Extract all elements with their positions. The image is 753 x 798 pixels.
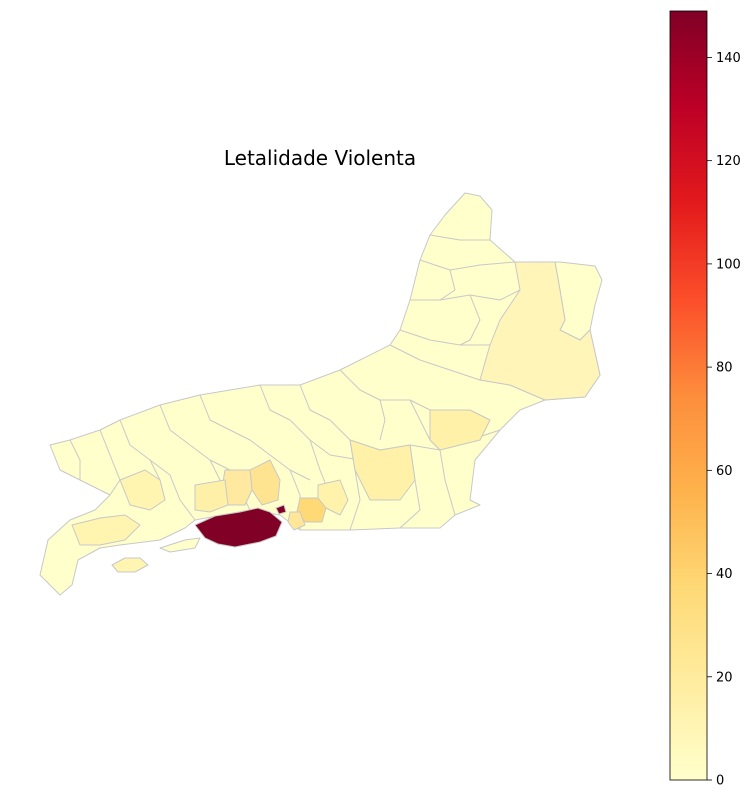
map-title: Letalidade Violenta bbox=[224, 146, 416, 170]
region-itaborai bbox=[317, 479, 349, 516]
region-niteroi bbox=[287, 511, 306, 531]
region-small-dark bbox=[275, 504, 287, 515]
colorbar-tick-label: 100 bbox=[716, 257, 741, 272]
region-central-b bbox=[429, 409, 491, 451]
state-map bbox=[39, 192, 603, 596]
colorbar: 0 20 40 60 80 100 120 140 bbox=[669, 10, 741, 789]
region-west-coast bbox=[71, 514, 141, 546]
colorbar-gradient bbox=[669, 10, 708, 781]
colorbar-tick-label: 140 bbox=[716, 51, 741, 66]
region-baixada-c bbox=[194, 479, 229, 513]
island-ilha-grande bbox=[111, 557, 149, 573]
region-central-a bbox=[349, 439, 416, 501]
colorbar-tick-label: 20 bbox=[716, 670, 733, 685]
colorbar-ticks: 0 20 40 60 80 100 120 140 bbox=[707, 51, 741, 789]
region-rio-de-janeiro bbox=[194, 507, 283, 548]
colorbar-tick-label: 120 bbox=[716, 154, 741, 169]
region-west-inland bbox=[119, 469, 166, 511]
municipality-borders bbox=[69, 234, 591, 531]
restinga-coast bbox=[159, 537, 201, 553]
colorbar-tick-label: 40 bbox=[716, 567, 733, 582]
colorbar-tick-label: 80 bbox=[716, 361, 733, 376]
colorbar-tick-label: 0 bbox=[716, 774, 724, 789]
region-north-east bbox=[479, 261, 601, 401]
colorbar-tick-label: 60 bbox=[716, 464, 733, 479]
